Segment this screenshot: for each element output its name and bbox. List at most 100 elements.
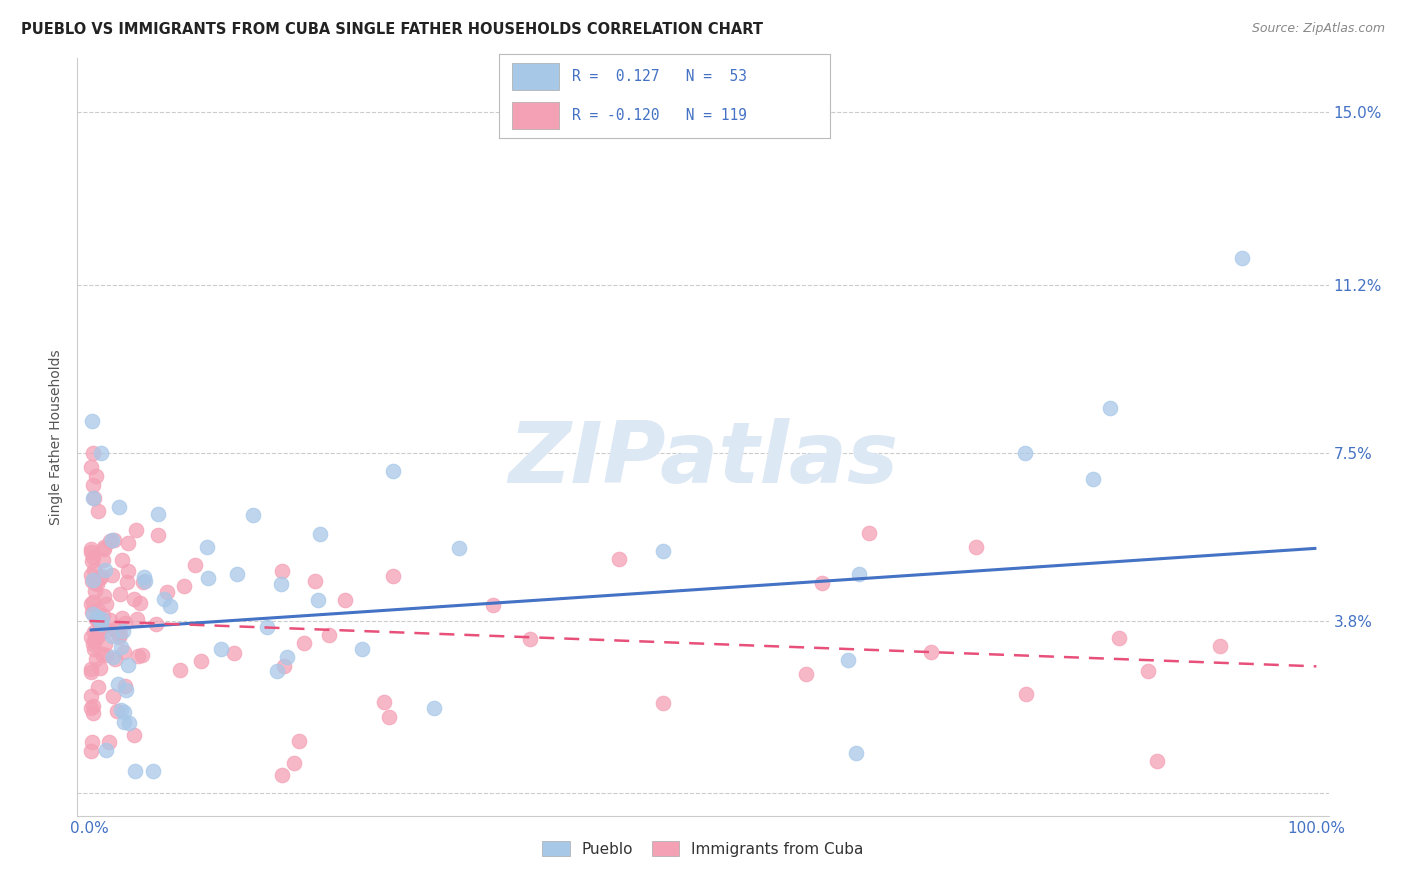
Point — [222, 646, 245, 660]
Point — [82, 605, 104, 619]
Point — [651, 696, 673, 710]
Point — [89, 571, 111, 585]
Point — [125, 612, 148, 626]
Point — [256, 620, 278, 634]
Point — [108, 500, 131, 514]
Point — [83, 491, 105, 506]
Point — [131, 648, 153, 662]
Point — [93, 541, 115, 556]
Point — [318, 628, 340, 642]
Point — [101, 533, 124, 547]
Point — [837, 653, 859, 667]
Point — [84, 652, 107, 666]
Point — [271, 564, 294, 578]
Point — [112, 705, 135, 719]
Point — [117, 564, 139, 578]
Point — [94, 563, 117, 577]
Point — [307, 593, 329, 607]
Point — [91, 612, 114, 626]
Point — [810, 575, 832, 590]
Point — [156, 585, 179, 599]
Point — [87, 503, 110, 517]
Point — [1098, 401, 1121, 415]
Point — [80, 545, 103, 559]
Point — [89, 617, 111, 632]
Point — [87, 613, 110, 627]
Point — [127, 648, 149, 663]
Point — [1015, 687, 1038, 701]
Point — [112, 714, 135, 729]
Point — [82, 637, 104, 651]
Point — [98, 533, 121, 548]
Point — [1136, 664, 1159, 678]
Point — [100, 568, 122, 582]
Point — [169, 663, 191, 677]
Point — [108, 630, 131, 644]
Point — [84, 468, 107, 483]
Point — [104, 652, 127, 666]
Point — [124, 764, 146, 778]
Point — [333, 593, 356, 607]
Point — [225, 567, 247, 582]
Point — [80, 541, 103, 556]
Point — [114, 616, 136, 631]
Point — [184, 558, 207, 573]
Point — [84, 633, 107, 648]
Point — [87, 681, 110, 695]
Point — [91, 608, 114, 623]
Point — [110, 640, 132, 654]
Point — [96, 623, 118, 637]
Point — [449, 541, 471, 555]
Point — [83, 625, 105, 640]
Point — [83, 563, 105, 577]
Point — [91, 648, 114, 662]
Point — [80, 662, 103, 676]
Point — [108, 587, 131, 601]
Legend: Pueblo, Immigrants from Cuba: Pueblo, Immigrants from Cuba — [536, 836, 870, 863]
Point — [309, 527, 332, 541]
Point — [108, 627, 131, 641]
Point — [848, 567, 870, 582]
Text: Source: ZipAtlas.com: Source: ZipAtlas.com — [1251, 22, 1385, 36]
Point — [1146, 755, 1168, 769]
Point — [481, 598, 503, 612]
Point — [304, 574, 326, 588]
Point — [651, 543, 673, 558]
Point — [80, 459, 103, 474]
Point — [91, 552, 114, 566]
Point — [350, 641, 373, 656]
Point — [101, 690, 124, 704]
Point — [382, 569, 405, 583]
Point — [83, 576, 105, 591]
Point — [920, 644, 942, 658]
Point — [90, 568, 112, 582]
Point — [378, 710, 401, 724]
Point — [242, 508, 264, 522]
Point — [1014, 446, 1036, 460]
Point — [110, 703, 132, 717]
Point — [129, 596, 152, 610]
Point — [132, 575, 155, 590]
Point — [146, 528, 169, 542]
Point — [107, 676, 129, 690]
Point — [101, 629, 124, 643]
Point — [82, 699, 104, 714]
Point — [381, 464, 404, 478]
Point — [117, 716, 139, 731]
Point — [283, 756, 305, 771]
Point — [134, 574, 156, 588]
Point — [1081, 472, 1104, 486]
Point — [87, 628, 110, 642]
Point — [80, 574, 103, 588]
Point — [112, 645, 135, 659]
Point — [111, 611, 134, 625]
Point — [80, 689, 103, 703]
Point — [122, 591, 145, 606]
Point — [105, 704, 128, 718]
Point — [82, 549, 104, 564]
Point — [1230, 251, 1253, 265]
Point — [858, 525, 880, 540]
Point — [82, 554, 104, 568]
Point — [82, 477, 104, 491]
Point — [292, 636, 315, 650]
